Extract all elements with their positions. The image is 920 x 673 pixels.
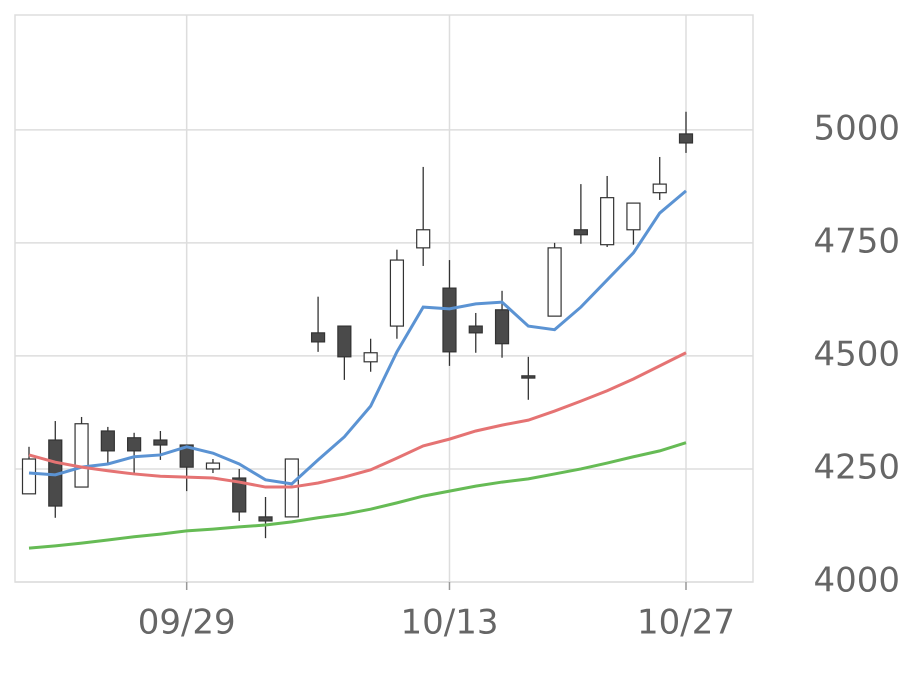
candle-body [21,458,37,495]
x-tick-label: 10/27 [637,603,735,643]
candle-body [205,462,221,470]
candle-body [127,437,142,452]
candle-body [258,516,273,522]
candle-body [153,439,168,446]
candle-body [389,259,405,327]
candle-body [363,352,378,363]
candle-body [310,332,326,343]
candle-body [337,325,352,358]
candle-body [678,133,694,144]
candle-body [521,375,536,379]
moving-average-line [28,189,687,486]
candle-body [100,430,115,452]
y-tick-label: 4750 [813,221,900,261]
candle-body [232,477,247,513]
moving-average-line [28,351,687,489]
candle-body [626,202,641,231]
candle-body [600,197,615,246]
candle-body [468,325,483,334]
candle-body [573,229,588,236]
y-tick-label: 4000 [813,561,900,601]
candle-body [442,287,457,353]
plot-frame [14,14,754,583]
y-tick-label: 5000 [813,108,900,148]
x-tick-label: 09/29 [138,603,236,643]
candle-body [652,183,667,194]
candle-body [74,423,89,488]
candle-body [494,309,510,345]
candle-body [547,247,562,317]
moving-average-line [28,441,687,550]
y-tick-label: 4500 [813,334,900,374]
candle-body [179,444,194,468]
x-tick-label: 10/13 [400,603,498,643]
y-tick-label: 4250 [813,447,900,487]
candle-body [416,229,431,249]
